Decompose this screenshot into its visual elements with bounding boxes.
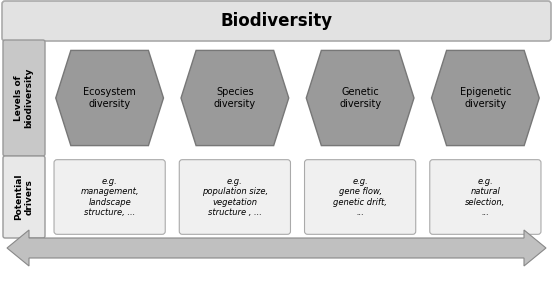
Text: e.g.
population size,
vegetation
structure , ...: e.g. population size, vegetation structu…: [202, 177, 268, 217]
Polygon shape: [431, 50, 539, 146]
Text: e.g.
gene flow,
genetic drift,
...: e.g. gene flow, genetic drift, ...: [333, 177, 387, 217]
Text: Epigenetic
diversity: Epigenetic diversity: [460, 87, 511, 109]
FancyBboxPatch shape: [179, 160, 290, 234]
Text: Levels of
biodiversity: Levels of biodiversity: [14, 68, 34, 128]
FancyBboxPatch shape: [2, 1, 551, 41]
Text: Species
diversity: Species diversity: [214, 87, 256, 109]
Polygon shape: [7, 230, 546, 266]
Text: Ecosystem
diversity: Ecosystem diversity: [84, 87, 136, 109]
FancyBboxPatch shape: [54, 160, 165, 234]
Polygon shape: [181, 50, 289, 146]
FancyBboxPatch shape: [305, 160, 416, 234]
Text: e.g.
natural
selection,
...: e.g. natural selection, ...: [465, 177, 505, 217]
FancyBboxPatch shape: [3, 156, 45, 238]
Polygon shape: [56, 50, 164, 146]
Text: e.g.
management,
landscape
structure, ...: e.g. management, landscape structure, ..…: [80, 177, 139, 217]
Text: Biodiversity: Biodiversity: [221, 12, 332, 30]
Text: Genetic
diversity: Genetic diversity: [339, 87, 381, 109]
FancyBboxPatch shape: [3, 40, 45, 156]
FancyBboxPatch shape: [430, 160, 541, 234]
Polygon shape: [306, 50, 414, 146]
Text: Potential
drivers: Potential drivers: [14, 174, 34, 220]
